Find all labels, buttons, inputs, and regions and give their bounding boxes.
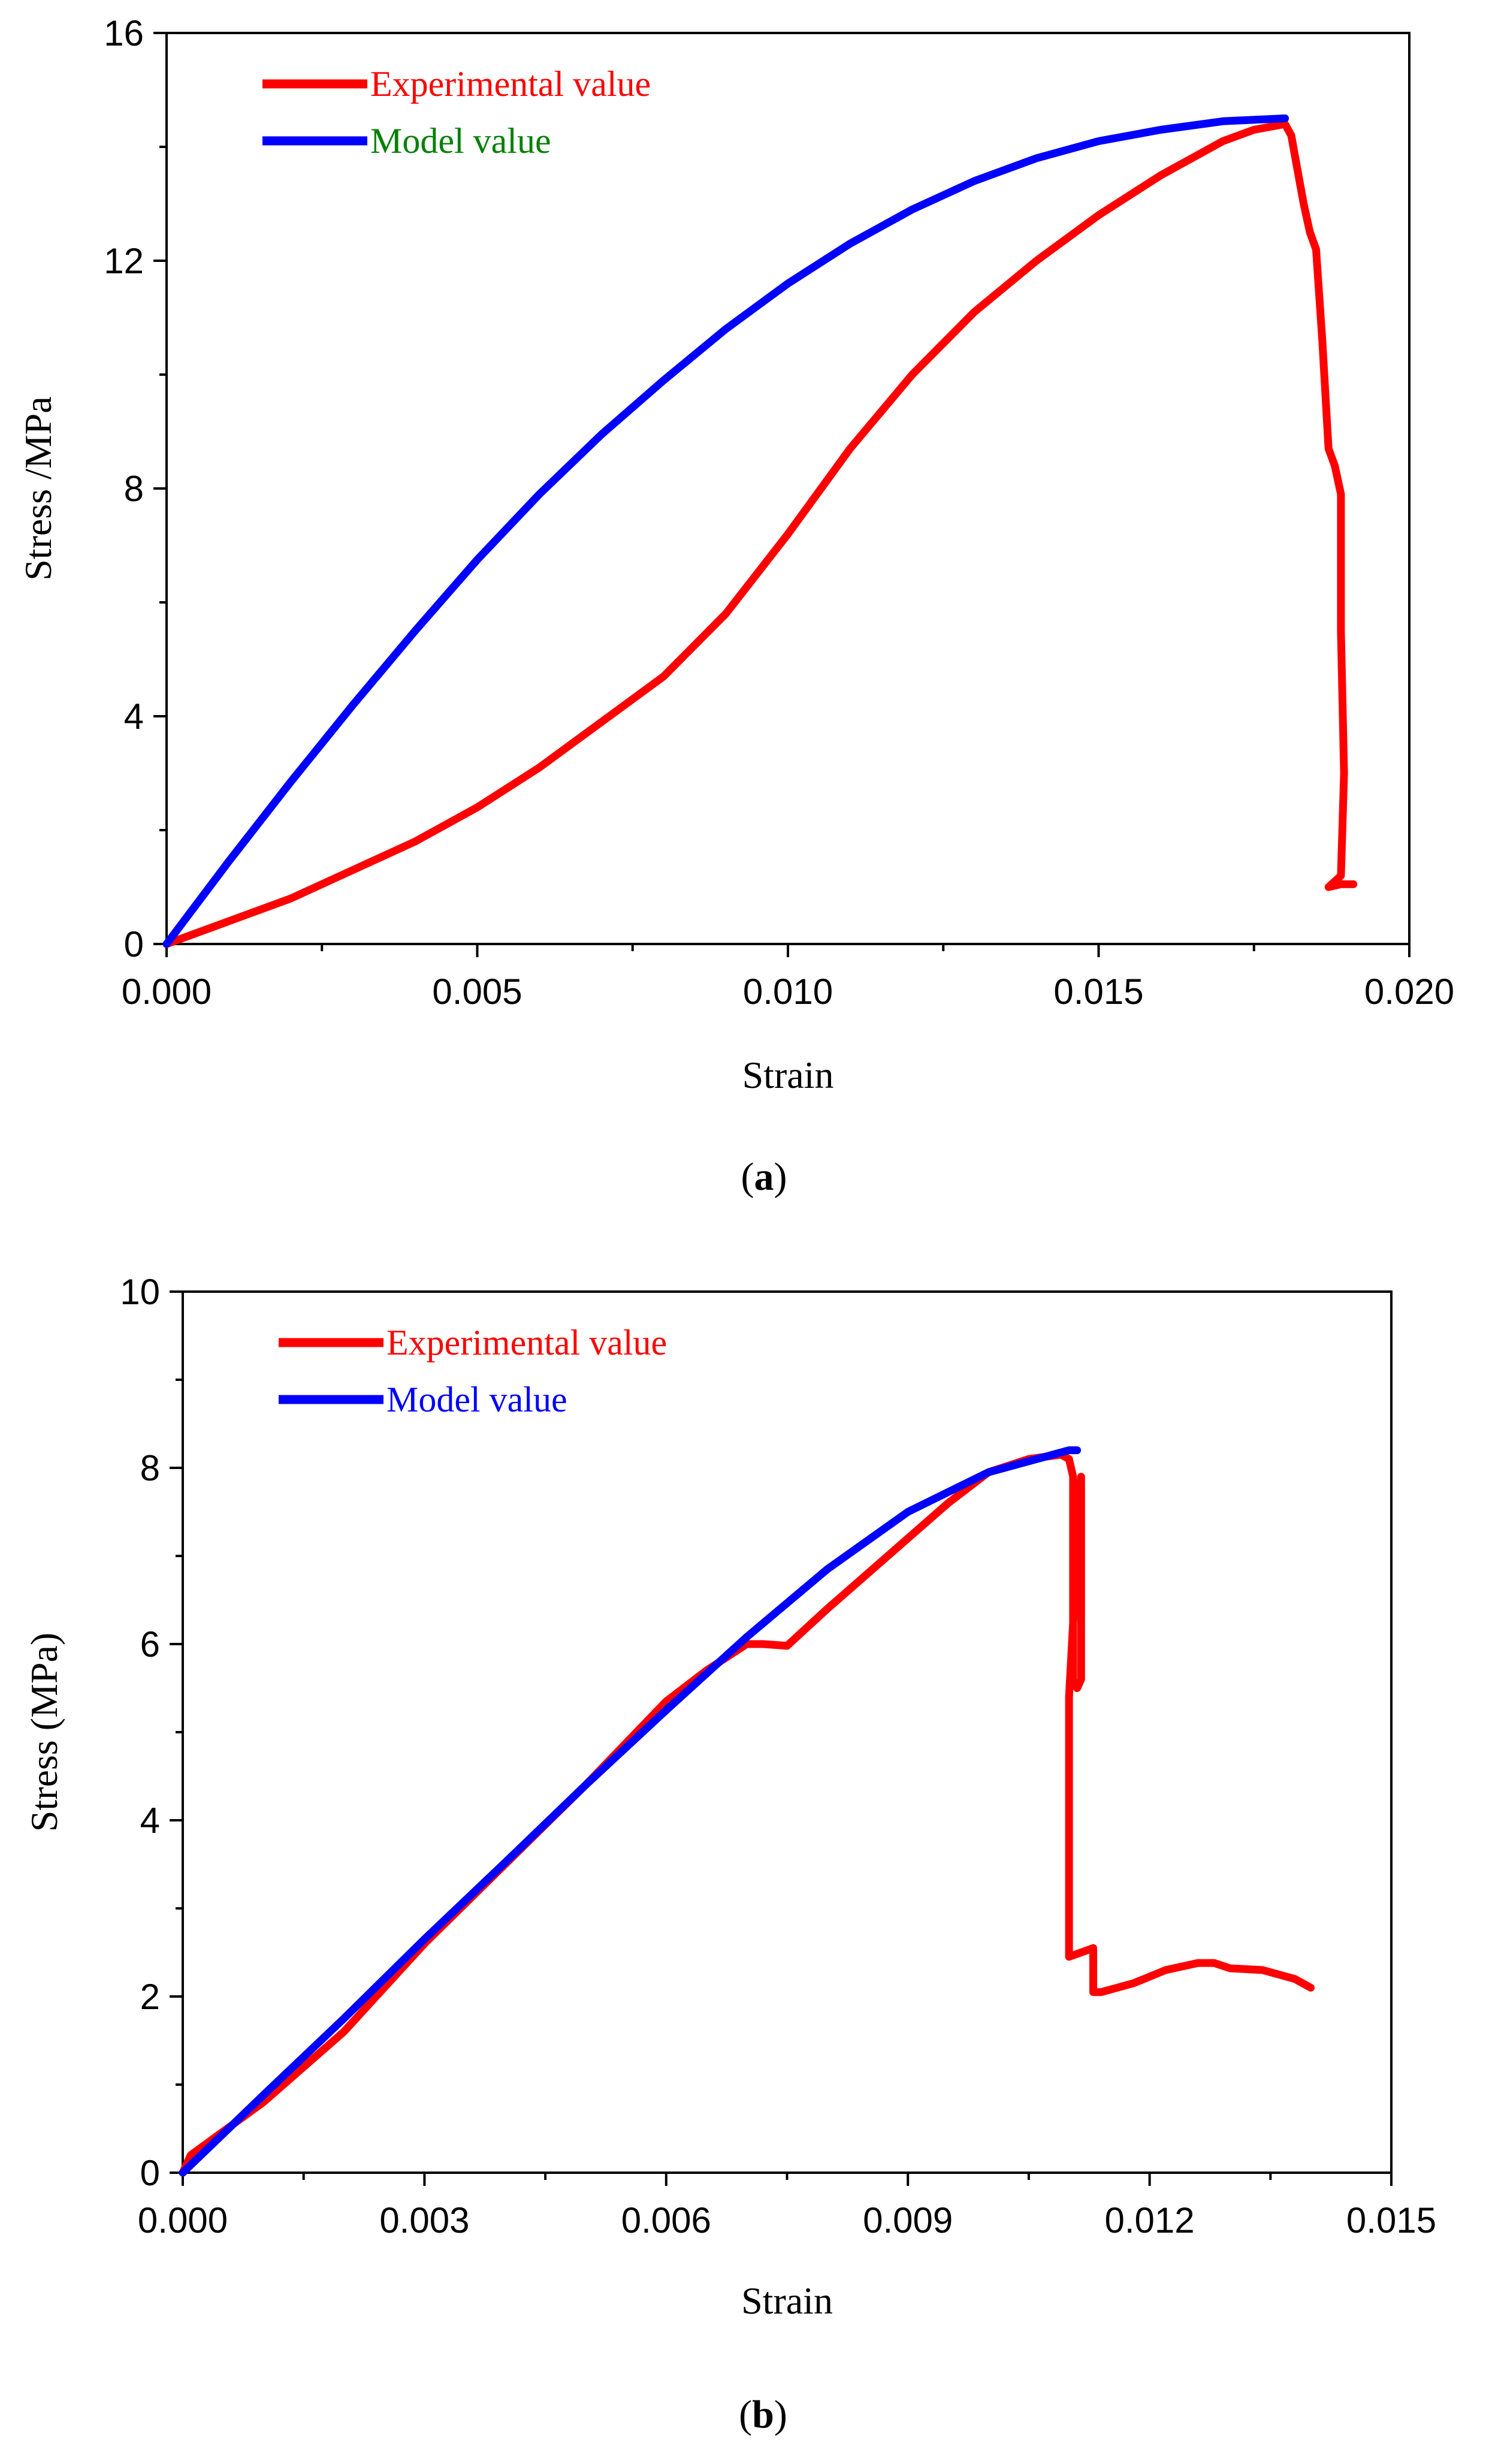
x-tick-label: 0.000 [122,972,212,1012]
series-line-model [179,1446,1082,2177]
x-tick-label: 0.015 [1053,972,1143,1012]
x-tick-label: 0.003 [379,2200,469,2240]
y-tick-label: 6 [140,1624,160,1664]
x-tick-label: 0.009 [863,2200,953,2240]
x-tick-label: 0.012 [1105,2200,1195,2240]
y-tick-label: 12 [104,241,144,281]
y-axis-title: Stress (MPa) [23,1633,65,1832]
panel-caption: (b) [739,2393,787,2436]
legend-label: Experimental value [370,64,651,104]
y-axis-title: Stress /MPa [17,396,59,581]
plot-frame [182,1290,1393,2174]
x-tick-label: 0.005 [432,972,522,1012]
legend-label: Experimental value [386,1323,667,1362]
y-tick-label: 2 [140,1977,160,2017]
x-tick-label: 0.020 [1364,972,1454,1012]
series-line-experimental [179,1450,1315,2177]
x-axis-title: Strain [742,1054,834,1096]
y-tick-label: 8 [124,469,144,509]
chart-panel-a: 0.000 0.005 0.010 0.015 0.020 0 4 8 12 16 Strain St… [17,13,1454,1199]
y-tick-label: 10 [120,1272,160,1312]
series-line-experimental [162,120,1358,948]
panel-caption: (a) [741,1155,787,1199]
series-line-model [162,114,1289,948]
x-tick-label: 0.015 [1346,2200,1436,2240]
x-tick-label: 0.010 [743,972,833,1012]
plot-frame [165,32,1411,945]
x-tick-label: 0.000 [138,2200,228,2240]
y-tick-label: 8 [140,1448,160,1488]
y-tick-label: 0 [124,924,144,964]
legend-label: Model value [386,1380,567,1419]
y-tick-label: 4 [140,1801,160,1841]
x-tick-label: 0.006 [621,2200,711,2240]
chart-panel-b: 0.000 0.003 0.006 0.009 0.012 0.015 0 2 4 6 8 10 Str… [23,1272,1436,2436]
y-tick-label: 4 [124,696,144,737]
legend-label: Model value [370,121,551,161]
y-tick-label: 16 [104,13,144,53]
x-axis-title: Strain [741,2279,833,2322]
y-tick-label: 0 [140,2153,160,2193]
